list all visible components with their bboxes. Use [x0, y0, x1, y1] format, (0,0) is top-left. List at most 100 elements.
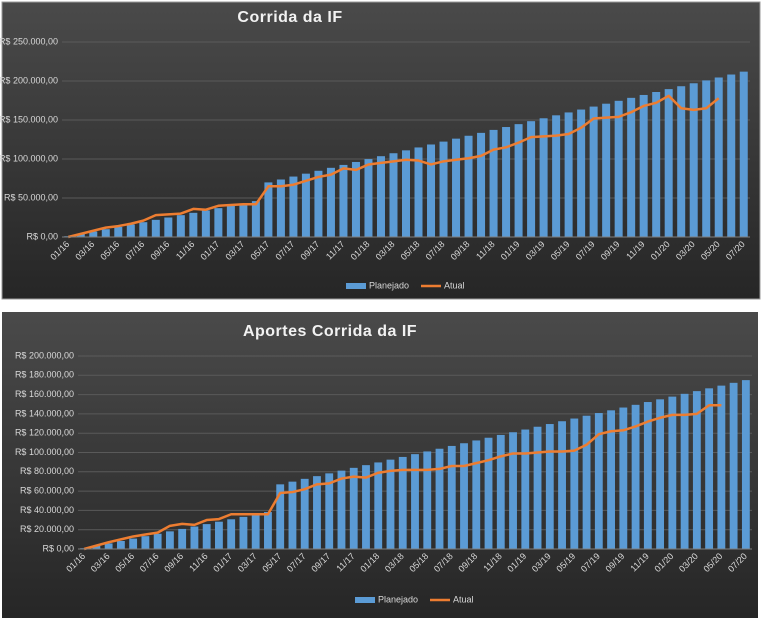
y-tick-label: R$ 60.000,00 — [20, 485, 74, 495]
bar — [447, 445, 456, 549]
bar — [76, 233, 85, 237]
bar — [717, 385, 726, 549]
bar — [509, 432, 517, 549]
legend-swatch — [346, 283, 366, 289]
bar — [202, 524, 211, 549]
chart: Corrida da IF R$ 0,00 R$ 50.000,00 R$ 100.… — [0, 1, 761, 300]
bar — [439, 141, 448, 237]
bar — [558, 421, 566, 549]
bar — [141, 536, 150, 549]
legend-label: Planejado — [369, 280, 409, 290]
bar — [226, 205, 235, 237]
bar — [533, 426, 542, 549]
bar — [619, 407, 628, 549]
bar — [484, 437, 493, 549]
bar — [114, 226, 123, 237]
legend-label: Atual — [444, 280, 465, 290]
bar — [337, 470, 346, 549]
bar — [692, 391, 701, 549]
bar — [165, 531, 174, 549]
bar — [364, 159, 373, 237]
bar — [464, 135, 473, 237]
bar — [423, 451, 432, 549]
bar — [264, 182, 273, 237]
y-tick-label: R$ 20.000,00 — [20, 524, 74, 534]
bar — [527, 121, 536, 237]
bar — [376, 156, 385, 237]
bar — [607, 410, 615, 549]
bar — [178, 528, 187, 549]
bar — [570, 418, 579, 549]
bar — [401, 150, 411, 237]
bar — [276, 179, 285, 237]
bar — [176, 215, 185, 237]
bar — [452, 138, 461, 237]
y-tick-label: R$ 160.000,00 — [15, 389, 74, 399]
bar — [215, 521, 223, 549]
bar — [677, 86, 686, 237]
bar — [656, 399, 665, 549]
bar — [564, 112, 573, 237]
chart-title: Corrida da IF — [237, 9, 342, 26]
y-tick-label: R$ 150.000,00 — [0, 114, 58, 124]
bar — [326, 167, 335, 237]
bar — [251, 201, 260, 237]
bar — [314, 170, 323, 237]
bar — [251, 514, 260, 549]
bar — [164, 217, 173, 237]
y-tick-label: R$ 100.000,00 — [0, 153, 58, 163]
bar — [627, 97, 636, 238]
bar — [539, 118, 548, 237]
bar — [239, 516, 248, 549]
bar — [477, 132, 486, 237]
bar — [714, 77, 723, 238]
bar — [101, 229, 110, 237]
bar — [489, 129, 498, 237]
bar — [472, 440, 481, 549]
bar — [386, 459, 395, 549]
bar — [411, 454, 419, 549]
bar — [300, 478, 309, 549]
bar — [325, 473, 334, 549]
y-tick-label: R$ 140.000,00 — [15, 408, 74, 418]
y-tick-label: R$ 80.000,00 — [20, 466, 74, 476]
bar — [705, 388, 714, 549]
bar — [680, 393, 689, 549]
bar — [639, 94, 648, 237]
bar — [288, 481, 297, 549]
bar — [521, 429, 530, 549]
bar — [398, 456, 407, 549]
bar — [339, 164, 348, 237]
line — [83, 403, 722, 551]
bar — [139, 222, 148, 237]
bar — [104, 543, 113, 549]
bar — [313, 476, 321, 549]
legend-swatch — [355, 597, 375, 603]
y-tick-label: R$ 250.000,00 — [0, 36, 58, 46]
bar — [496, 434, 505, 549]
bar — [741, 380, 750, 549]
bar — [502, 127, 511, 237]
legend-label: Atual — [453, 594, 474, 604]
bar — [414, 147, 423, 237]
bar — [116, 540, 125, 549]
bar — [227, 519, 236, 549]
bar — [643, 402, 652, 549]
bar — [153, 533, 162, 549]
bar — [151, 219, 160, 237]
bar — [189, 212, 198, 237]
bar — [276, 484, 285, 549]
bar — [435, 448, 444, 549]
y-tick-label: R$ 0,00 — [42, 543, 74, 553]
bar — [594, 413, 603, 549]
bar — [351, 161, 360, 237]
bar — [582, 415, 591, 549]
bar — [126, 224, 135, 237]
bar — [668, 396, 677, 549]
bar — [545, 424, 554, 549]
bar — [374, 462, 383, 549]
bar — [577, 109, 586, 237]
bar — [631, 404, 640, 549]
bar — [89, 231, 98, 237]
